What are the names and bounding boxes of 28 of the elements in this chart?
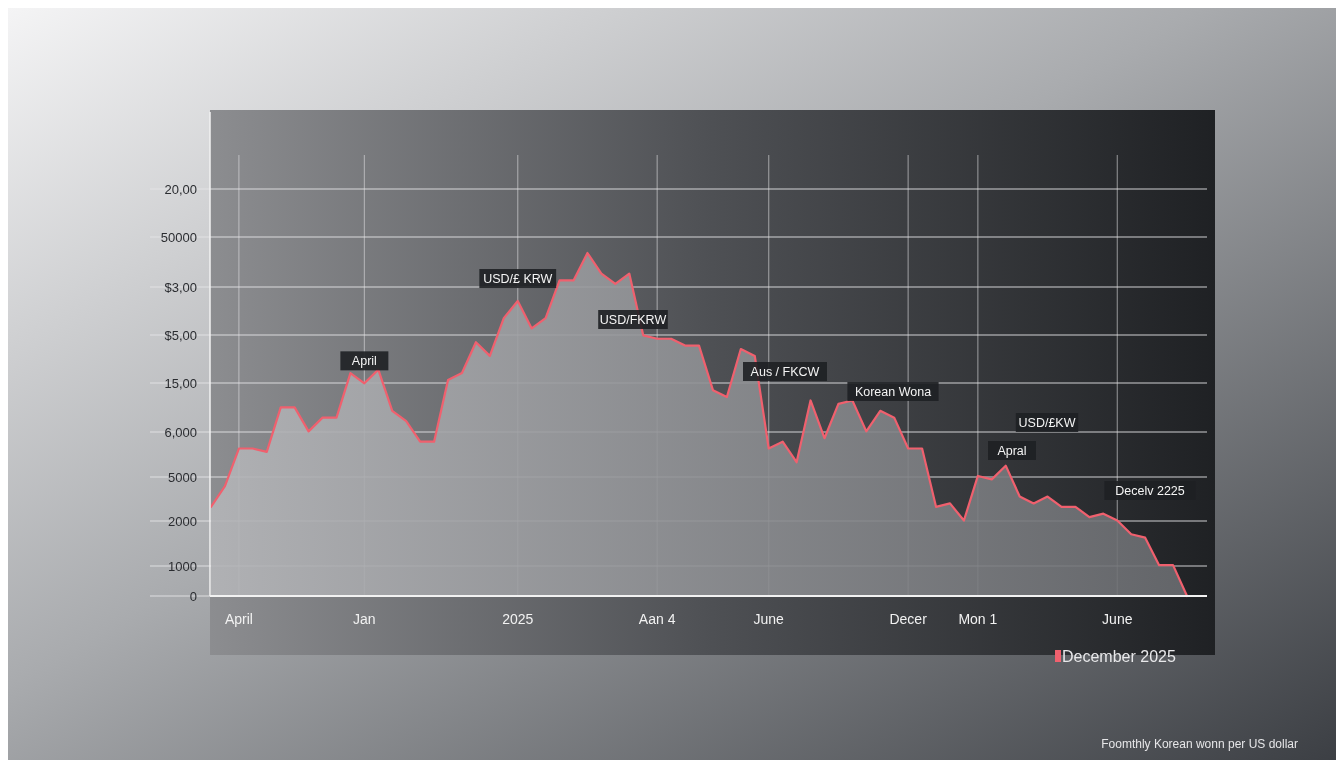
text: 6,000 (164, 424, 197, 440)
x-tick-label: Mon 1 (958, 611, 998, 627)
annotation: April (351, 354, 377, 369)
annotation: USD/FKRW (599, 313, 667, 327)
annotation: Aus / FKCW (750, 365, 820, 379)
x-tick-label: June (1102, 611, 1133, 627)
x-tick-label: April (224, 611, 253, 627)
text: 20,00 (164, 181, 197, 197)
annotation: USD/£ KRW (483, 272, 553, 287)
text: $3,00 (164, 279, 197, 295)
text: 50000 (160, 229, 197, 245)
text: 15,00 (164, 375, 197, 391)
text: 0 (189, 588, 197, 604)
text: 5000 (168, 469, 197, 485)
x-tick-label: Decer (889, 611, 928, 627)
x-tick-label: 2025 (502, 611, 534, 627)
annotation: Apral (997, 444, 1027, 458)
annotation: USD/£KW (1018, 416, 1076, 430)
x-tick-label: June (753, 611, 785, 627)
text: 2000 (168, 513, 197, 529)
text: 1000 (168, 558, 197, 574)
x-tick-label: Jan (353, 611, 376, 627)
text: $5,00 (164, 327, 197, 343)
legend-label: December 2025 (1062, 648, 1176, 665)
annotation: Korean Wona (854, 385, 932, 399)
annotation: Decelv 2225 (1115, 484, 1185, 498)
text: Foomthly Korean wonn per US dollar (1101, 737, 1298, 751)
x-tick-label: Aan 4 (638, 611, 676, 627)
